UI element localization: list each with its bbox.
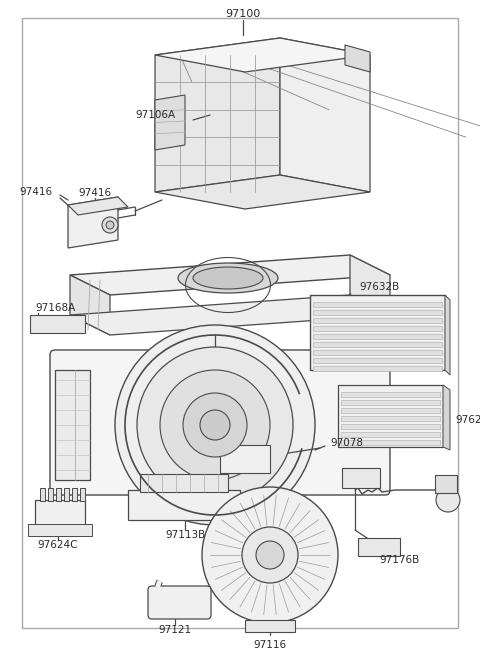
Polygon shape: [445, 295, 450, 375]
Text: 97078: 97078: [330, 438, 363, 448]
Polygon shape: [155, 38, 280, 192]
Bar: [30, 315, 85, 333]
Bar: [341, 416, 440, 421]
Text: 97620C: 97620C: [455, 415, 480, 425]
Ellipse shape: [178, 263, 278, 293]
Polygon shape: [280, 38, 370, 192]
Polygon shape: [55, 355, 385, 490]
Circle shape: [115, 325, 315, 525]
Bar: [342, 468, 380, 488]
Bar: [220, 445, 270, 473]
Bar: [313, 310, 442, 315]
Bar: [313, 326, 442, 331]
Bar: [341, 408, 440, 413]
Bar: [313, 350, 442, 355]
Bar: [341, 400, 440, 405]
Circle shape: [102, 217, 118, 233]
Polygon shape: [70, 255, 390, 295]
Bar: [313, 366, 442, 371]
FancyBboxPatch shape: [50, 350, 390, 495]
Bar: [40, 488, 45, 501]
Circle shape: [106, 221, 114, 229]
Circle shape: [256, 541, 284, 569]
Bar: [245, 620, 295, 632]
Polygon shape: [350, 255, 390, 315]
Circle shape: [183, 393, 247, 457]
Bar: [435, 475, 457, 493]
Bar: [313, 302, 442, 307]
Ellipse shape: [193, 267, 263, 289]
Polygon shape: [345, 45, 370, 72]
Bar: [358, 538, 400, 556]
Polygon shape: [128, 490, 240, 520]
Circle shape: [160, 370, 270, 480]
Polygon shape: [443, 385, 450, 450]
Bar: [341, 424, 440, 429]
Polygon shape: [155, 175, 370, 209]
Polygon shape: [70, 275, 110, 335]
Bar: [313, 334, 442, 339]
FancyBboxPatch shape: [148, 586, 211, 619]
Circle shape: [242, 527, 298, 583]
Bar: [313, 342, 442, 347]
Text: 97416: 97416: [78, 188, 111, 198]
Text: 97106A: 97106A: [135, 110, 175, 120]
Bar: [310, 295, 445, 370]
Circle shape: [202, 487, 338, 623]
Bar: [56, 488, 61, 501]
Circle shape: [200, 410, 230, 440]
Bar: [341, 392, 440, 397]
Text: 97113B: 97113B: [165, 530, 205, 540]
Text: 97121: 97121: [158, 625, 192, 635]
Polygon shape: [68, 197, 128, 215]
Bar: [64, 488, 69, 501]
Bar: [28, 524, 92, 536]
Text: 97100: 97100: [226, 9, 261, 19]
Circle shape: [365, 410, 385, 430]
Bar: [80, 488, 85, 501]
Bar: [338, 385, 443, 447]
Polygon shape: [70, 295, 390, 335]
Circle shape: [137, 347, 293, 503]
Polygon shape: [35, 500, 85, 530]
Bar: [313, 358, 442, 363]
Circle shape: [436, 488, 460, 512]
Bar: [313, 318, 442, 323]
Polygon shape: [140, 474, 228, 492]
Polygon shape: [68, 197, 118, 248]
Bar: [72, 488, 77, 501]
Polygon shape: [55, 370, 90, 480]
Text: 97416: 97416: [19, 187, 52, 197]
Polygon shape: [155, 95, 185, 150]
Text: 97632B: 97632B: [360, 282, 400, 292]
Bar: [341, 432, 440, 437]
Bar: [341, 440, 440, 445]
Bar: [48, 488, 53, 501]
Text: 97168A: 97168A: [35, 303, 75, 313]
Polygon shape: [155, 38, 370, 72]
Text: 97624C: 97624C: [38, 540, 78, 550]
Text: 97176B: 97176B: [380, 555, 420, 565]
Text: 97116: 97116: [253, 640, 287, 650]
